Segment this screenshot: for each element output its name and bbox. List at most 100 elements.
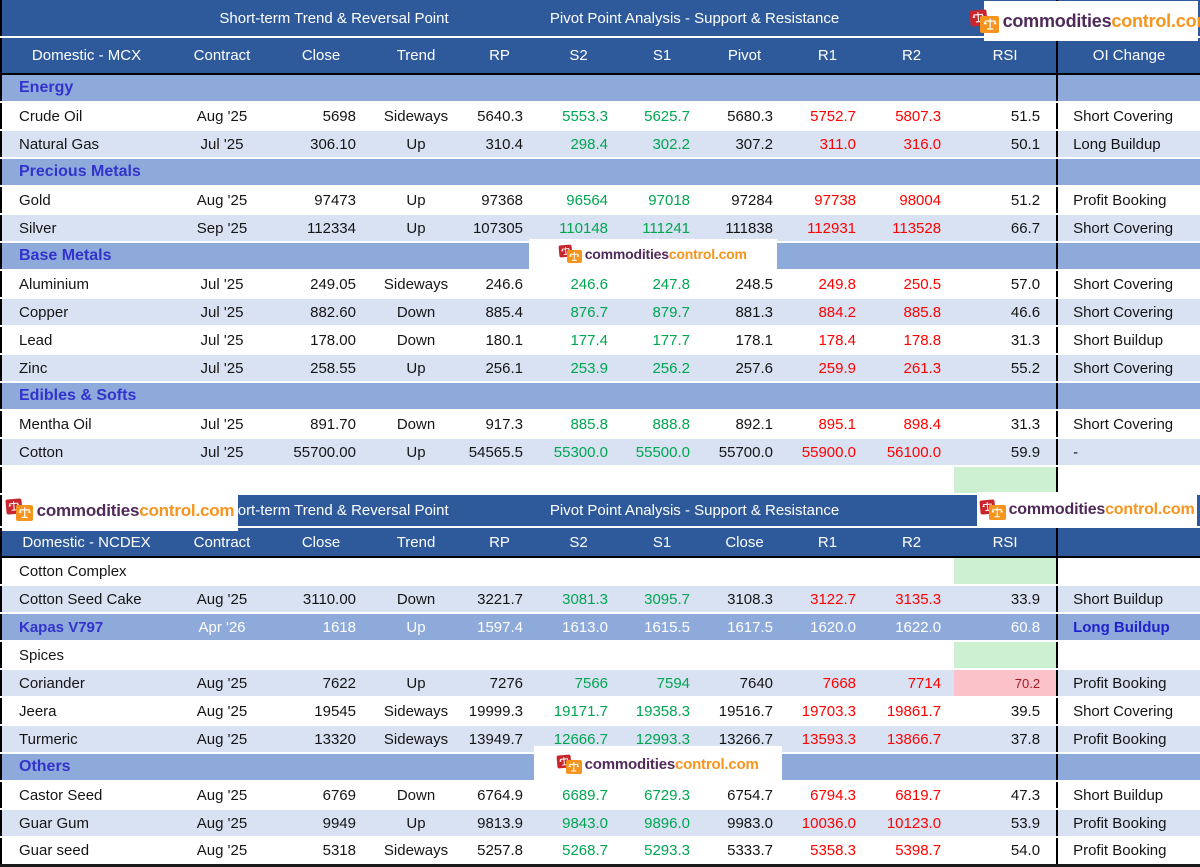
header-contract: Contract xyxy=(171,527,273,558)
balance-scale-icon xyxy=(567,249,583,264)
oi-change-cell: Profit Booking xyxy=(1056,725,1200,754)
pivot-cell: 307.2 xyxy=(703,130,787,159)
section-label: Base Metals xyxy=(1,242,955,271)
header-contract: Contract xyxy=(171,37,273,75)
rsi-cell: 57.0 xyxy=(954,270,1058,299)
commodity-name-cell: Castor Seed xyxy=(1,781,171,810)
banner-pivot-point-analysis: Pivot Point Analysis - Support & Resista… xyxy=(463,495,955,528)
oi-change-cell: Long Buildup xyxy=(1056,613,1200,642)
rsi-cell xyxy=(954,382,1058,411)
logo-text-orange: control.com xyxy=(1105,500,1195,518)
r1-cell: 5358.3 xyxy=(786,837,870,866)
rp-cell: 1597.4 xyxy=(463,613,537,642)
balance-scale-icon xyxy=(988,504,1006,521)
contract-cell: Jul '25 xyxy=(171,354,273,383)
s2-cell: 6689.7 xyxy=(536,781,622,810)
contract-cell: Aug '25 xyxy=(171,725,273,754)
pivot-cell: 892.1 xyxy=(703,410,787,439)
oi-change-cell: Short Covering xyxy=(1056,410,1200,439)
rsi-cell xyxy=(954,557,1058,586)
header-pivot: Close xyxy=(703,527,787,558)
section-label: Edibles & Softs xyxy=(1,382,955,411)
oi-change-cell xyxy=(1056,74,1200,103)
row-coriander: Coriander Aug '25 7622 Up 7276 7566 7594 7640 76… xyxy=(1,669,1200,698)
close-cell: 112334 xyxy=(273,214,369,243)
balance-scale-icon xyxy=(5,498,35,522)
r2-cell: 13866.7 xyxy=(869,725,955,754)
row-gold: Gold Aug '25 97473 Up 97368 96564 97018 97284 97… xyxy=(1,186,1200,215)
row-copper: Copper Jul '25 882.60 Down 885.4 876.7 879.7 88… xyxy=(1,298,1200,327)
pivot-cell: 97284 xyxy=(703,186,787,215)
pivot-cell: 3108.3 xyxy=(703,585,787,614)
r1-cell: 311.0 xyxy=(786,130,870,159)
pivot-cell: 248.5 xyxy=(703,270,787,299)
r2-cell: 885.8 xyxy=(869,298,955,327)
s2-cell: 5553.3 xyxy=(536,102,622,131)
balance-scale-icon xyxy=(556,754,583,775)
commodity-name-cell: Zinc xyxy=(1,354,171,383)
s2-cell: 7566 xyxy=(536,669,622,698)
pivot-cell: 1617.5 xyxy=(703,613,787,642)
section-row-precious-metals: Precious Metals xyxy=(1,158,1200,187)
oi-change-cell xyxy=(1056,641,1200,670)
banner-short-term-trend: Short-term Trend & Reversal Point xyxy=(171,0,464,38)
contract-cell: Aug '25 xyxy=(171,697,273,726)
trend-cell: Sideways xyxy=(369,837,464,866)
s1-cell: 7594 xyxy=(621,669,704,698)
r2-cell: 261.3 xyxy=(869,354,955,383)
close-cell: 5698 xyxy=(273,102,369,131)
close-cell: 19545 xyxy=(273,697,369,726)
rp-cell: 107305 xyxy=(463,214,537,243)
logo-text-dark: commodities xyxy=(584,755,676,773)
rp-cell: 7276 xyxy=(463,669,537,698)
s1-cell: 879.7 xyxy=(621,298,704,327)
header-s1: S1 xyxy=(621,527,704,558)
header-rp: RP xyxy=(463,527,537,558)
trend-cell: Down xyxy=(369,326,464,355)
row-kapas-v797: Kapas V797 Apr '26 1618 Up 1597.4 1613.0 1615.… xyxy=(1,613,1200,642)
section-label: Energy xyxy=(1,74,955,103)
header-rsi: RSI xyxy=(954,37,1058,75)
oi-change-cell: Short Buildup xyxy=(1056,326,1200,355)
pivot-cell: 7640 xyxy=(703,669,787,698)
s1-cell: 1615.5 xyxy=(621,613,704,642)
contract-cell: Aug '25 xyxy=(171,837,273,866)
oi-change-cell: Profit Booking xyxy=(1056,669,1200,698)
r1-cell: 5752.7 xyxy=(786,102,870,131)
s2-cell: 253.9 xyxy=(536,354,622,383)
oi-change-cell: Long Buildup xyxy=(1056,130,1200,159)
rsi-cell xyxy=(954,641,1058,670)
pivot-cell: 5333.7 xyxy=(703,837,787,866)
r1-cell: 895.1 xyxy=(786,410,870,439)
oi-change-cell xyxy=(1056,753,1200,782)
row-guar-gum: Guar Gum Aug '25 9949 Up 9813.9 9843.0 9896.0 9… xyxy=(1,809,1200,838)
rsi-cell xyxy=(954,158,1058,187)
section-row-base-metals: Base Metals xyxy=(1,242,1200,271)
rsi-cell xyxy=(954,242,1058,271)
logo-text-orange: control.com xyxy=(1111,11,1200,31)
contract-cell: Jul '25 xyxy=(171,410,273,439)
rp-cell: 5257.8 xyxy=(463,837,537,866)
commodity-name-cell: Coriander xyxy=(1,669,171,698)
pivot-cell: 19516.7 xyxy=(703,697,787,726)
rsi-cell: 46.6 xyxy=(954,298,1058,327)
close-cell: 7622 xyxy=(273,669,369,698)
row-castor-seed: Castor Seed Aug '25 6769 Down 6764.9 6689.7 67… xyxy=(1,781,1200,810)
rsi-cell xyxy=(954,466,1058,495)
oi-change-cell xyxy=(1056,158,1200,187)
balance-scale-icon xyxy=(980,15,1000,34)
oi-change-cell: - xyxy=(1056,438,1200,467)
trend-cell: Up xyxy=(369,214,464,243)
contract-cell: Jul '25 xyxy=(171,270,273,299)
mcx-table: Short-term Trend & Reversal Point Pivot P… xyxy=(0,0,1200,495)
rsi-cell: 31.3 xyxy=(954,326,1058,355)
oi-change-cell: Short Covering xyxy=(1056,214,1200,243)
oi-change-cell: Short Covering xyxy=(1056,270,1200,299)
commodity-name-cell: Crude Oil xyxy=(1,102,171,131)
commoditiescontrol-logo: commoditiescontrol.com xyxy=(534,746,782,782)
mcx-header-row: Domestic - MCX Contract Close Trend RP S2 S1 Pi… xyxy=(1,37,1200,75)
contract-cell: Aug '25 xyxy=(171,186,273,215)
row-zinc: Zinc Jul '25 258.55 Up 256.1 253.9 256.2 257.6 2… xyxy=(1,354,1200,383)
r2-cell: 3135.3 xyxy=(869,585,955,614)
r1-cell: 112931 xyxy=(786,214,870,243)
